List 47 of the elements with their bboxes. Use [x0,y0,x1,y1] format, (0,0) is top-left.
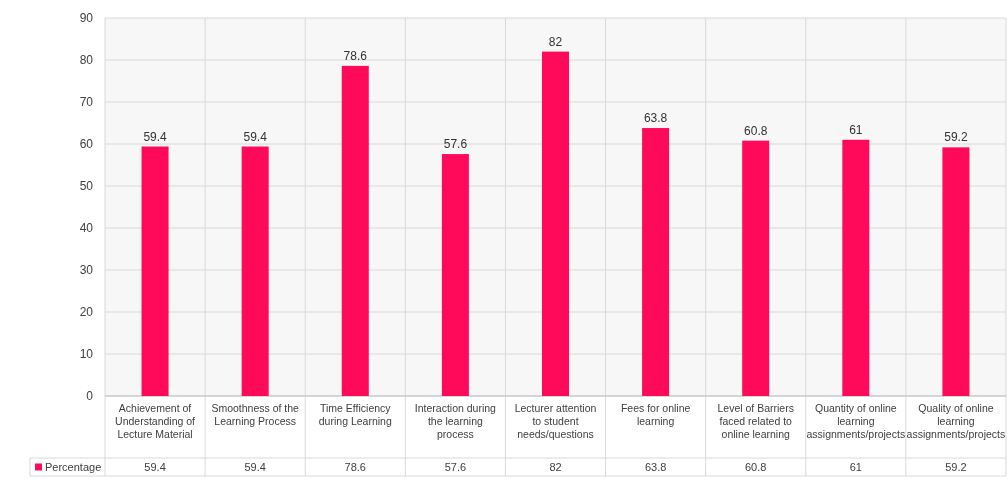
y-tick-label: 70 [79,95,94,110]
x-tick-label: Quality of online learning assignments/projects [906,402,1006,440]
text: 59.2 [945,460,967,473]
data-label: 59.4 [143,129,168,144]
bar [842,139,870,396]
text: 59.4 [144,460,166,473]
legend-label: Percentage [45,460,102,473]
text: 61 [849,460,862,473]
x-tick-label: Fees for online learning [620,402,691,427]
x-tick-label: Time Efficiency during Learning [318,402,392,427]
data-label: 59.2 [944,130,968,145]
text: 78.6 [344,460,366,473]
x-tick-label: Smoothness of the Learning Process [211,402,300,427]
x-tick-label: Level of Barriers faced related to online learning [717,402,794,440]
text: 60.8 [745,460,767,473]
text: 59.4 [244,460,266,473]
data-label: 61 [849,122,863,137]
bar [541,51,570,396]
x-tick-label: Achievement of Understanding of Lecture Material [115,402,196,440]
text: 57.6 [444,460,467,473]
bar [341,65,369,396]
y-tick-label: 40 [79,221,94,236]
data-label: 82 [548,34,563,49]
text: 82 [549,460,562,473]
bar [241,146,269,396]
y-tick-label: 60 [79,137,94,152]
y-tick-label: 80 [79,53,94,68]
bar [441,154,469,396]
x-tick-label: Quantity of online learning assignments/projects [806,402,906,440]
text: 63.8 [644,460,667,473]
bar [642,128,670,396]
y-tick-label: 0 [86,389,94,404]
data-label: 57.6 [443,137,468,152]
data-label: 59.4 [243,129,268,144]
bar [942,147,970,396]
bar [742,140,770,396]
y-tick-label: 50 [79,179,94,194]
y-tick-label: 90 [79,11,94,26]
data-label: 60.8 [744,123,768,138]
y-tick-label: 10 [79,347,94,362]
x-tick-label: Lecturer attention to student needs/questions [514,402,597,440]
y-tick-label: 30 [79,263,94,278]
bar [141,146,169,396]
data-label: 63.8 [643,111,668,126]
y-tick-label: 20 [79,305,94,320]
x-tick-label: Interaction during the learning process [414,402,497,440]
data-label: 78.6 [343,48,368,63]
